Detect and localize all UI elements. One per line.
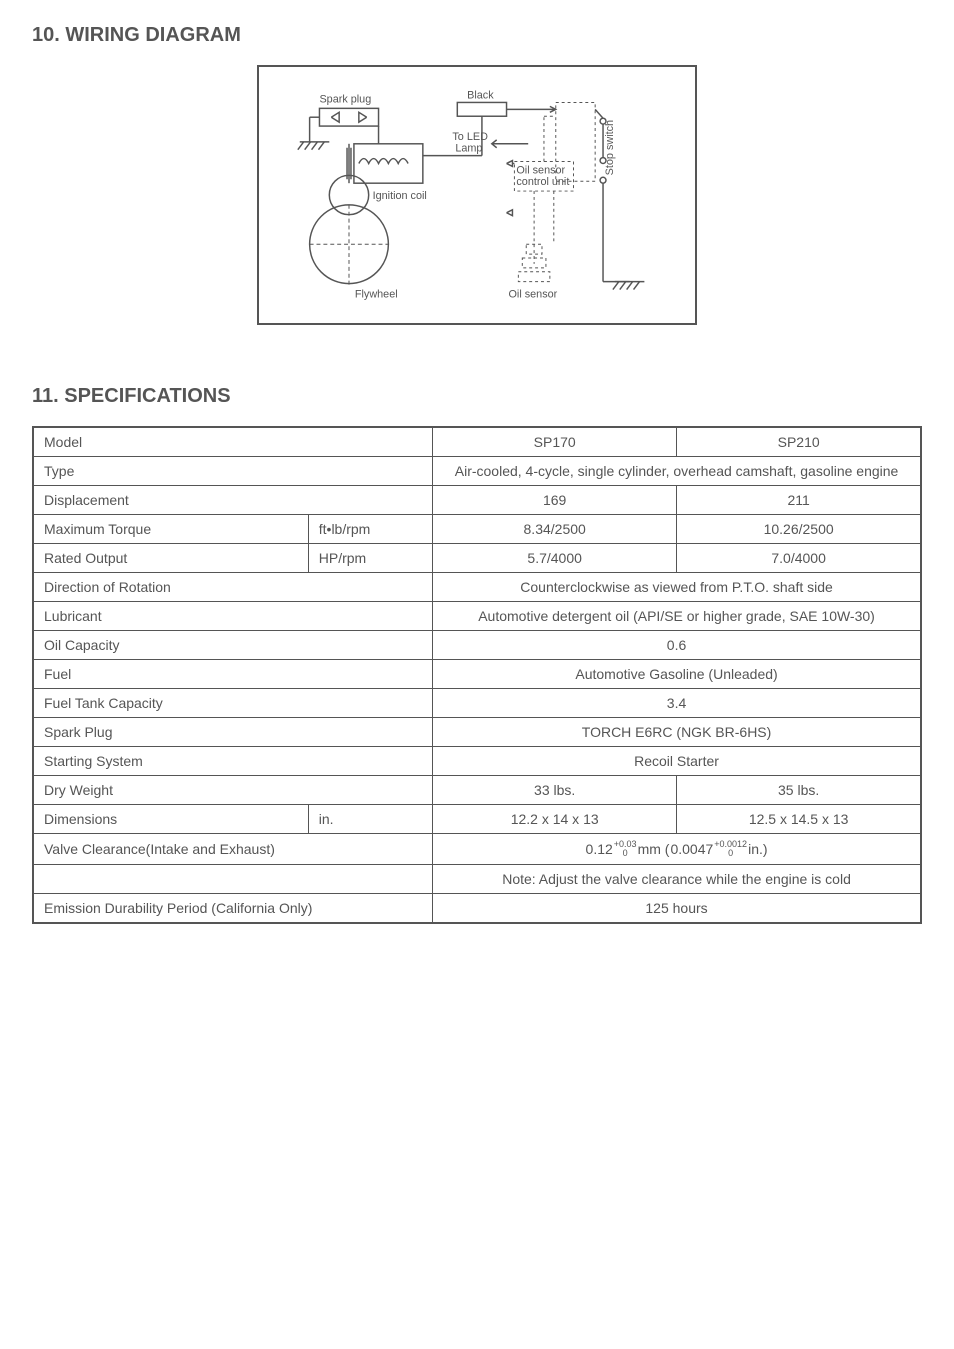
label-ignition-coil: Ignition coil: [373, 190, 427, 202]
spec-label: Valve Clearance(Intake and Exhaust): [33, 834, 433, 865]
spec-value: Note: Adjust the valve clearance while t…: [433, 865, 921, 894]
label-oil-sensor-cu-1: Oil sensor: [516, 164, 565, 176]
label-to-led: To LED: [452, 131, 488, 143]
spec-value: 211: [677, 486, 921, 515]
wiring-diagram-container: Spark plug Ignition coil Black: [32, 65, 922, 325]
spec-value: 169: [433, 486, 677, 515]
table-row: Dimensions in. 12.2 x 14 x 13 12.5 x 14.…: [33, 805, 921, 834]
table-row: Note: Adjust the valve clearance while t…: [33, 865, 921, 894]
specifications-table: Model SP170 SP210 Type Air-cooled, 4-cyc…: [32, 426, 922, 924]
spec-label: Starting System: [33, 747, 433, 776]
spec-label: Oil Capacity: [33, 631, 433, 660]
label-stop-switch: Stop switch: [604, 120, 616, 175]
spec-label: Type: [33, 457, 433, 486]
label-oil-sensor-cu-2: control unit: [516, 176, 569, 188]
spec-label: Displacement: [33, 486, 433, 515]
vc-in-bot: 0: [714, 849, 747, 858]
spec-label: Spark Plug: [33, 718, 433, 747]
table-row: Type Air-cooled, 4-cycle, single cylinde…: [33, 457, 921, 486]
spec-value: 12.2 x 14 x 13: [433, 805, 677, 834]
spec-label: Emission Durability Period (California O…: [33, 894, 433, 924]
spec-value: 5.7/4000: [433, 544, 677, 573]
spec-label: Fuel: [33, 660, 433, 689]
spec-unit: ft•lb/rpm: [308, 515, 432, 544]
label-flywheel: Flywheel: [355, 288, 398, 300]
spec-value: 3.4: [433, 689, 921, 718]
spec-value: 10.26/2500: [677, 515, 921, 544]
table-row: Oil Capacity 0.6: [33, 631, 921, 660]
table-row: Dry Weight 33 lbs. 35 lbs.: [33, 776, 921, 805]
table-row: Direction of Rotation Counterclockwise a…: [33, 573, 921, 602]
spec-value: 7.0/4000: [677, 544, 921, 573]
table-row: Maximum Torque ft•lb/rpm 8.34/2500 10.26…: [33, 515, 921, 544]
table-row: Lubricant Automotive detergent oil (API/…: [33, 602, 921, 631]
table-row: Displacement 169 211: [33, 486, 921, 515]
spec-label: Maximum Torque: [33, 515, 308, 544]
table-row: Rated Output HP/rpm 5.7/4000 7.0/4000: [33, 544, 921, 573]
label-lamp: Lamp: [455, 143, 482, 155]
spec-label: Lubricant: [33, 602, 433, 631]
table-row: Fuel Automotive Gasoline (Unleaded): [33, 660, 921, 689]
label-oil-sensor: Oil sensor: [509, 288, 558, 300]
spec-value: SP170: [433, 427, 677, 457]
label-black: Black: [467, 90, 494, 102]
spec-value: 0.6: [433, 631, 921, 660]
vc-mm-base: 0.12: [586, 841, 613, 857]
table-row: Fuel Tank Capacity 3.4: [33, 689, 921, 718]
spec-value: 125 hours: [433, 894, 921, 924]
spec-label: Model: [33, 427, 433, 457]
spec-value: Air-cooled, 4-cycle, single cylinder, ov…: [433, 457, 921, 486]
spec-label: Dimensions: [33, 805, 308, 834]
table-row: Starting System Recoil Starter: [33, 747, 921, 776]
spec-value: Counterclockwise as viewed from P.T.O. s…: [433, 573, 921, 602]
spec-value: Automotive Gasoline (Unleaded): [433, 660, 921, 689]
table-row: Valve Clearance(Intake and Exhaust) 0.12…: [33, 834, 921, 865]
spec-value: 35 lbs.: [677, 776, 921, 805]
table-row: Model SP170 SP210: [33, 427, 921, 457]
wiring-diagram: Spark plug Ignition coil Black: [257, 65, 697, 325]
spec-value: 8.34/2500: [433, 515, 677, 544]
table-row: Emission Durability Period (California O…: [33, 894, 921, 924]
vc-in-unit: in.): [748, 841, 767, 857]
spec-value: Automotive detergent oil (API/SE or high…: [433, 602, 921, 631]
vc-mm-bot: 0: [614, 849, 637, 858]
spec-label: Direction of Rotation: [33, 573, 433, 602]
vc-in-base: 0.0047: [670, 841, 713, 857]
label-spark-plug: Spark plug: [319, 93, 371, 105]
vc-mm-unit: mm (: [638, 841, 670, 857]
spec-value: SP210: [677, 427, 921, 457]
section-specs-heading: 11. SPECIFICATIONS: [32, 385, 922, 408]
spec-label-empty: [33, 865, 433, 894]
spec-value: 33 lbs.: [433, 776, 677, 805]
spec-unit: HP/rpm: [308, 544, 432, 573]
spec-value: 12.5 x 14.5 x 13: [677, 805, 921, 834]
table-row: Spark Plug TORCH E6RC (NGK BR-6HS): [33, 718, 921, 747]
spec-value: TORCH E6RC (NGK BR-6HS): [433, 718, 921, 747]
spec-value: 0.12 +0.03 0 mm ( 0.0047 +0.0012 0 in.): [433, 834, 921, 865]
spec-label: Rated Output: [33, 544, 308, 573]
spec-label: Dry Weight: [33, 776, 433, 805]
spec-value: Recoil Starter: [433, 747, 921, 776]
spec-label: Fuel Tank Capacity: [33, 689, 433, 718]
section-wiring-heading: 10. WIRING DIAGRAM: [32, 24, 922, 47]
spec-unit: in.: [308, 805, 432, 834]
